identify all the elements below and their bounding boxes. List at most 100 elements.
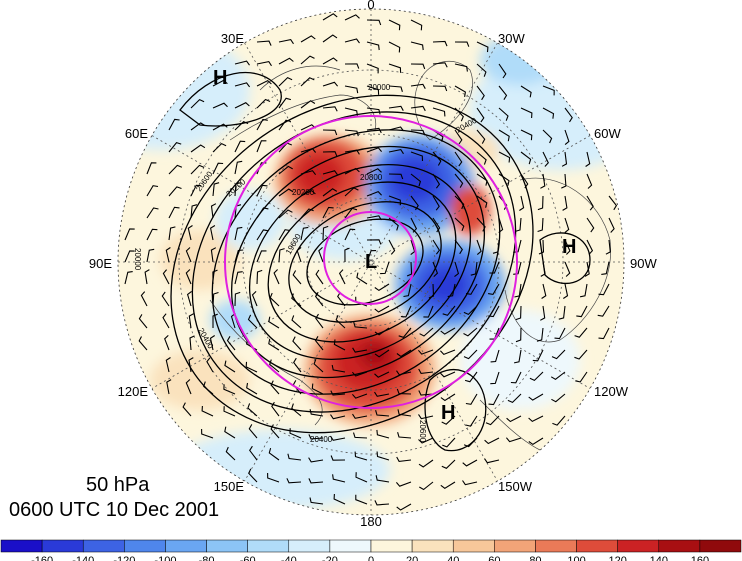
wind-barb bbox=[353, 321, 368, 329]
wind-barb bbox=[308, 434, 324, 440]
wind-barb bbox=[579, 283, 588, 298]
wind-barb bbox=[292, 270, 302, 285]
wind-barb bbox=[476, 239, 482, 256]
wind-barb bbox=[344, 247, 350, 263]
wind-barb bbox=[292, 336, 302, 351]
wind-barb bbox=[268, 447, 280, 461]
wind-barb bbox=[374, 500, 390, 506]
wind-barb bbox=[165, 247, 171, 263]
wind-barb bbox=[388, 173, 404, 180]
colorbar-tick-label: -160 bbox=[31, 555, 53, 561]
contour-label: 20600 bbox=[418, 420, 427, 443]
wind-barb bbox=[190, 122, 206, 131]
wind-barb bbox=[410, 151, 424, 162]
wind-barb bbox=[442, 437, 456, 448]
wind-barb bbox=[338, 269, 346, 285]
wind-barb bbox=[598, 327, 610, 340]
wind-barb bbox=[314, 336, 324, 351]
wind-barb bbox=[322, 170, 339, 176]
wind-barb bbox=[586, 173, 593, 189]
colorbar-swatch bbox=[206, 539, 248, 553]
wind-barb bbox=[454, 151, 463, 167]
wind-barb bbox=[520, 151, 532, 165]
wind-barb bbox=[476, 217, 486, 232]
colorbar-tick-label: 140 bbox=[650, 555, 668, 561]
wind-barb bbox=[529, 371, 544, 382]
wind-barb bbox=[256, 184, 268, 197]
longitude-label: 120E bbox=[118, 384, 149, 399]
wind-barb bbox=[273, 269, 280, 285]
wind-barb bbox=[423, 305, 434, 318]
wind-barb bbox=[462, 459, 478, 467]
wind-barb bbox=[374, 283, 390, 292]
wind-barb bbox=[311, 383, 324, 395]
wind-barb bbox=[441, 415, 456, 425]
wind-barb bbox=[300, 189, 316, 197]
colorbar-swatch bbox=[411, 539, 454, 553]
wind-barb bbox=[454, 217, 465, 232]
wind-barb bbox=[366, 168, 382, 175]
wind-barb bbox=[513, 261, 522, 275]
wind-barb bbox=[268, 338, 280, 351]
wind-barb bbox=[344, 14, 360, 21]
height-contours bbox=[170, 71, 591, 452]
wind-barb bbox=[322, 206, 334, 219]
colorbar-swatch bbox=[82, 539, 125, 553]
high-center-label: H bbox=[562, 236, 576, 258]
wind-barb bbox=[322, 13, 338, 21]
colorbar-swatch bbox=[494, 539, 536, 553]
wind-barb bbox=[476, 195, 488, 208]
wind-barb bbox=[355, 472, 368, 483]
wind-barb bbox=[395, 481, 412, 487]
wind-barb bbox=[498, 195, 508, 210]
wind-barb bbox=[313, 359, 324, 373]
wind-barb bbox=[584, 261, 590, 277]
wind-barb bbox=[541, 283, 547, 299]
wind-barb bbox=[224, 360, 236, 373]
wind-barb bbox=[190, 184, 202, 197]
wind-barb bbox=[190, 144, 206, 153]
wind-barb bbox=[454, 63, 468, 72]
wind-barb bbox=[513, 349, 522, 364]
wind-barb bbox=[333, 339, 346, 351]
wind-barb bbox=[330, 455, 346, 461]
wind-barb bbox=[352, 432, 368, 439]
wind-barb bbox=[355, 494, 368, 505]
wind-barb bbox=[161, 291, 170, 307]
wind-barb bbox=[351, 393, 368, 399]
wind-barb bbox=[335, 315, 346, 329]
wind-barb bbox=[356, 272, 368, 285]
colorbar-tick-label: 40 bbox=[447, 555, 459, 561]
longitude-label: 60E bbox=[125, 126, 148, 141]
wind-barb bbox=[366, 239, 382, 245]
colorbar-tick-label: 100 bbox=[567, 555, 585, 561]
wind-barb bbox=[498, 151, 511, 163]
wind-barb bbox=[322, 151, 338, 157]
wind-barb bbox=[554, 327, 566, 340]
wind-barb bbox=[201, 428, 214, 439]
wind-barb bbox=[146, 228, 158, 241]
wind-barb bbox=[374, 371, 390, 378]
wind-barb bbox=[537, 217, 544, 233]
wind-barb bbox=[269, 359, 280, 373]
wind-barb bbox=[462, 480, 478, 486]
wind-barb bbox=[463, 305, 478, 316]
wind-barb bbox=[440, 327, 456, 335]
wind-barb bbox=[432, 40, 448, 47]
contour-label: 20800 bbox=[360, 173, 383, 182]
wind-barb bbox=[256, 229, 269, 241]
wind-barb bbox=[498, 129, 510, 142]
wind-barb bbox=[210, 203, 217, 219]
wind-barb bbox=[344, 228, 356, 241]
wind-barb bbox=[322, 81, 339, 87]
colorbar-swatch bbox=[535, 539, 577, 553]
wind-barb bbox=[278, 57, 294, 65]
wind-barb bbox=[396, 503, 412, 511]
contour-label: 20400 bbox=[310, 435, 333, 444]
wind-barb bbox=[388, 148, 404, 155]
wind-barb bbox=[519, 195, 525, 211]
colorbar-swatch bbox=[165, 539, 207, 553]
wind-barb bbox=[564, 129, 570, 146]
wind-barb bbox=[488, 283, 500, 296]
wind-barb bbox=[574, 349, 588, 360]
